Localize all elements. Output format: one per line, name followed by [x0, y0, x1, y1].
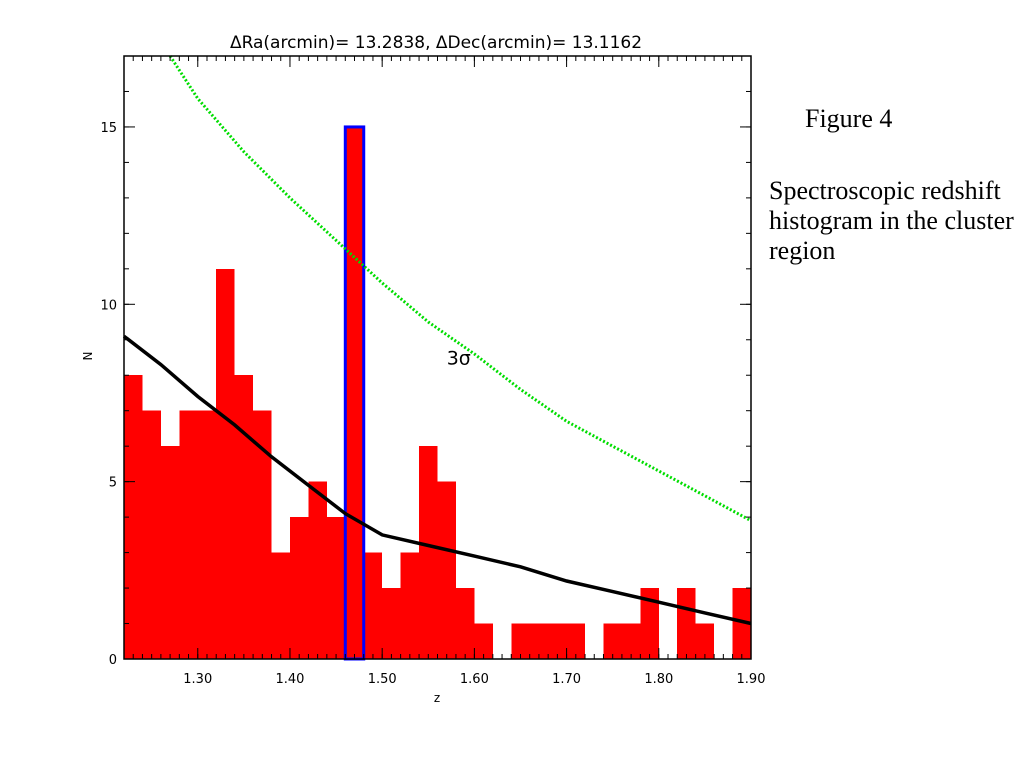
sigma-curve-label: 3σ: [447, 348, 471, 370]
histogram-bar: [326, 517, 346, 659]
histogram-bar: [732, 588, 751, 659]
figure-description: Spectroscopic redshift histogram in the …: [769, 176, 1014, 265]
histogram-bar: [511, 623, 530, 659]
histogram-bar: [566, 623, 586, 659]
figure-label: Figure 4: [805, 104, 893, 133]
histogram-bar: [437, 481, 456, 659]
histogram-bar: [253, 410, 272, 659]
x-axis-label: z: [434, 691, 440, 705]
x-tick-label: 1.30: [183, 672, 212, 687]
histogram-bar: [216, 268, 235, 659]
x-tick-label: 1.80: [644, 672, 673, 687]
histogram-bar: [363, 552, 383, 659]
histogram-bar: [474, 623, 493, 659]
x-tick-label: 1.70: [552, 672, 581, 687]
histogram-bar: [234, 375, 254, 659]
histogram-bar: [529, 623, 549, 659]
histogram-bar: [160, 446, 180, 659]
histogram-bar: [400, 552, 420, 659]
y-tick-label: 15: [100, 121, 117, 136]
x-tick-label: 1.90: [737, 672, 766, 687]
histogram-bar: [142, 410, 161, 659]
histogram-bar: [548, 623, 567, 659]
histogram-bar: [455, 588, 475, 659]
histogram-bar: [179, 410, 198, 659]
y-tick-label: 10: [100, 298, 117, 313]
histogram-bar: [197, 410, 217, 659]
x-tick-label: 1.40: [275, 672, 304, 687]
histogram-bar: [677, 588, 696, 659]
y-axis-label: N: [81, 352, 95, 361]
histogram-bar: [345, 126, 364, 660]
x-tick-label: 1.60: [460, 672, 489, 687]
histogram-bar: [382, 588, 401, 659]
histogram-bar: [289, 517, 309, 659]
chart-title: ΔRa(arcmin)= 13.2838, ΔDec(arcmin)= 13.1…: [230, 33, 642, 53]
histogram-bars: [124, 126, 751, 660]
mean-curve: [122, 334, 752, 626]
histogram-bar: [640, 588, 659, 659]
histogram-bar: [603, 623, 622, 659]
y-tick-label: 0: [109, 653, 117, 668]
histogram-bar: [308, 481, 327, 659]
x-tick-label: 1.50: [368, 672, 397, 687]
curves-layer: [122, 55, 752, 626]
sigma-curve: [168, 55, 752, 523]
histogram-bar: [621, 623, 641, 659]
histogram-bar: [419, 446, 438, 659]
y-tick-label: 5: [109, 476, 117, 491]
axis-tick-labels: 1.30 1.40 1.50 1.60 1.70 1.80 1.90 0 5 10 15: [100, 121, 765, 687]
axis-ticks: [123, 55, 752, 660]
histogram-bar: [271, 552, 290, 659]
histogram-bar: [695, 623, 715, 659]
